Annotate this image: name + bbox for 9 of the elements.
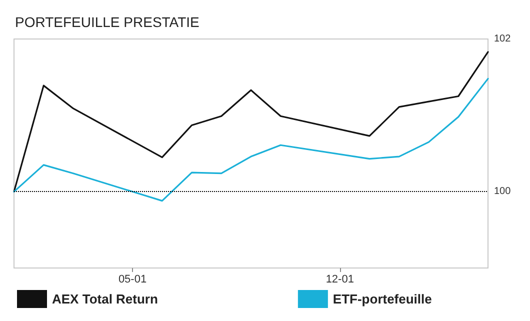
x-tick-label: 12-01 [326, 274, 354, 286]
y-tick-label: 100 [494, 186, 512, 198]
y-tick-label: 102 [494, 34, 512, 44]
line-series [13, 51, 489, 192]
legend-label: AEX Total Return [52, 292, 158, 306]
legend-label: ETF-portefeuille [332, 292, 432, 306]
chart-title: PORTEFEUILLE PRESTATIE [15, 14, 200, 30]
x-tick-label: 05-01 [118, 274, 147, 286]
line-series [13, 78, 489, 202]
